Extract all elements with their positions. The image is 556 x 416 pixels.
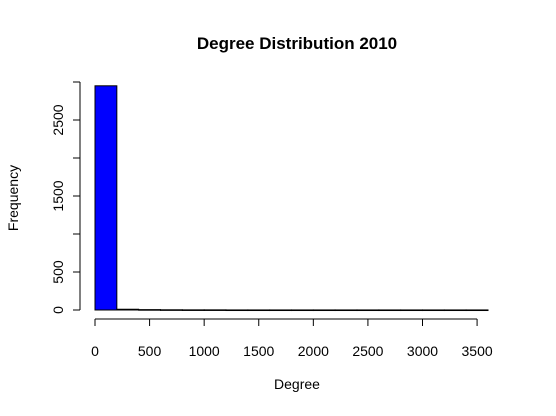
histogram-bar [225, 309, 249, 312]
x-tick-label: 2500 [352, 343, 383, 359]
x-tick-label: 1500 [243, 343, 274, 359]
y-tick-label: 1500 [50, 180, 66, 211]
x-tick-label: 1000 [189, 343, 220, 359]
y-axis: 0 500 1500 2500 [50, 81, 81, 314]
histogram-bar [247, 309, 271, 312]
histogram-bar [138, 309, 162, 311]
x-tick-label: 3500 [462, 343, 493, 359]
histogram-bar [94, 85, 118, 311]
histogram-bar [443, 309, 467, 312]
y-axis-label: Frequency [5, 165, 21, 231]
histogram-bar [422, 309, 445, 312]
histogram-bar [269, 309, 292, 312]
x-tick-label: 500 [138, 343, 162, 359]
histogram-bar [116, 308, 140, 311]
x-tick-label: 2000 [298, 343, 329, 359]
histogram-bar [356, 309, 380, 312]
bars-group [94, 85, 489, 312]
histogram-bar [400, 309, 423, 312]
histogram-bar [203, 309, 227, 311]
y-tick-label: 0 [50, 306, 66, 314]
y-tick-label: 2500 [50, 104, 66, 135]
x-tick-label: 3000 [407, 343, 438, 359]
x-axis-label: Degree [274, 376, 320, 392]
histogram-bar [160, 309, 183, 311]
x-axis: 0 500 1000 1500 2000 2500 3000 3500 [91, 318, 493, 359]
histogram-bar [378, 309, 402, 312]
histogram-bar [181, 309, 205, 311]
histogram-bar [312, 309, 336, 312]
histogram-bar [334, 309, 358, 312]
x-tick-label: 0 [91, 343, 99, 359]
histogram-bar [465, 309, 489, 312]
histogram-bar [291, 309, 314, 312]
chart-title: Degree Distribution 2010 [197, 34, 397, 53]
y-tick-label: 500 [50, 260, 66, 284]
